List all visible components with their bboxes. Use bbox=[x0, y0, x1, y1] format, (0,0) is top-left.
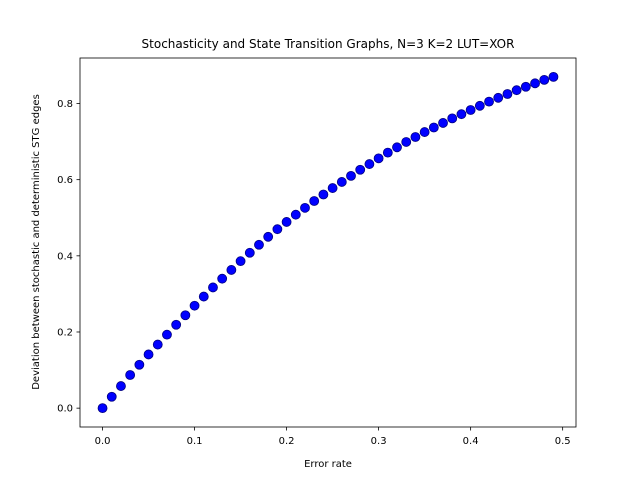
data-point bbox=[198, 291, 209, 302]
data-point bbox=[235, 256, 246, 267]
plot-area-frame bbox=[79, 57, 577, 428]
data-point bbox=[465, 105, 476, 115]
data-point bbox=[502, 89, 513, 99]
data-point bbox=[217, 273, 228, 284]
data-point bbox=[428, 122, 439, 133]
x-tick-label: 0.1 bbox=[187, 436, 203, 447]
chart-title: Stochasticity and State Transition Graph… bbox=[142, 37, 515, 51]
data-point bbox=[254, 239, 264, 250]
data-point bbox=[226, 265, 237, 275]
y-tick-label: 0.4 bbox=[57, 251, 73, 262]
y-axis-label: Deviation between stochastic and determi… bbox=[31, 94, 42, 390]
y-axis-ticks: 0.0 0.2 0.4 0.6 0.8 bbox=[57, 99, 80, 415]
data-point bbox=[346, 170, 356, 181]
data-point bbox=[474, 100, 485, 111]
x-tick-label: 0.3 bbox=[371, 436, 387, 447]
data-point bbox=[162, 329, 172, 340]
data-point bbox=[438, 118, 448, 128]
x-tick-label: 0.4 bbox=[463, 436, 479, 447]
data-point bbox=[336, 177, 347, 187]
data-point bbox=[410, 132, 421, 142]
data-point bbox=[392, 142, 402, 153]
y-tick-label: 0.6 bbox=[57, 175, 73, 186]
data-point bbox=[355, 164, 366, 175]
data-point bbox=[382, 147, 393, 158]
data-points bbox=[97, 71, 559, 414]
data-point bbox=[484, 96, 494, 107]
data-point bbox=[106, 391, 117, 402]
data-point bbox=[493, 92, 504, 103]
data-point bbox=[97, 403, 108, 414]
data-point bbox=[511, 85, 522, 96]
data-point bbox=[530, 78, 540, 89]
data-point bbox=[125, 370, 136, 380]
data-point bbox=[152, 339, 163, 350]
data-point bbox=[143, 349, 154, 360]
data-point bbox=[539, 74, 550, 85]
data-point bbox=[134, 359, 145, 370]
data-point bbox=[116, 381, 126, 391]
data-point bbox=[180, 310, 191, 321]
data-point bbox=[281, 217, 292, 227]
data-point bbox=[520, 81, 531, 92]
data-point bbox=[419, 127, 430, 137]
data-point bbox=[373, 153, 384, 164]
data-point bbox=[364, 159, 375, 169]
x-tick-label: 0.5 bbox=[555, 436, 571, 447]
data-point bbox=[300, 202, 310, 213]
data-point bbox=[290, 209, 301, 220]
data-point bbox=[327, 183, 338, 193]
data-point bbox=[318, 189, 329, 200]
data-point bbox=[548, 71, 559, 82]
data-point bbox=[447, 113, 458, 124]
data-point bbox=[272, 224, 283, 235]
y-tick-label: 0.0 bbox=[57, 404, 73, 415]
data-point bbox=[263, 231, 274, 242]
x-tick-label: 0.0 bbox=[95, 436, 111, 447]
data-point bbox=[456, 109, 467, 120]
data-point bbox=[244, 247, 255, 258]
data-point bbox=[401, 137, 412, 147]
y-tick-label: 0.8 bbox=[57, 99, 73, 110]
x-axis-ticks: 0.0 0.1 0.2 0.3 0.4 0.5 bbox=[95, 427, 571, 447]
data-point bbox=[309, 196, 320, 206]
x-tick-label: 0.2 bbox=[279, 436, 295, 447]
data-point bbox=[208, 282, 218, 293]
y-tick-label: 0.2 bbox=[57, 327, 73, 338]
data-point bbox=[189, 300, 200, 311]
x-axis-label: Error rate bbox=[304, 459, 352, 470]
data-point bbox=[171, 319, 182, 330]
